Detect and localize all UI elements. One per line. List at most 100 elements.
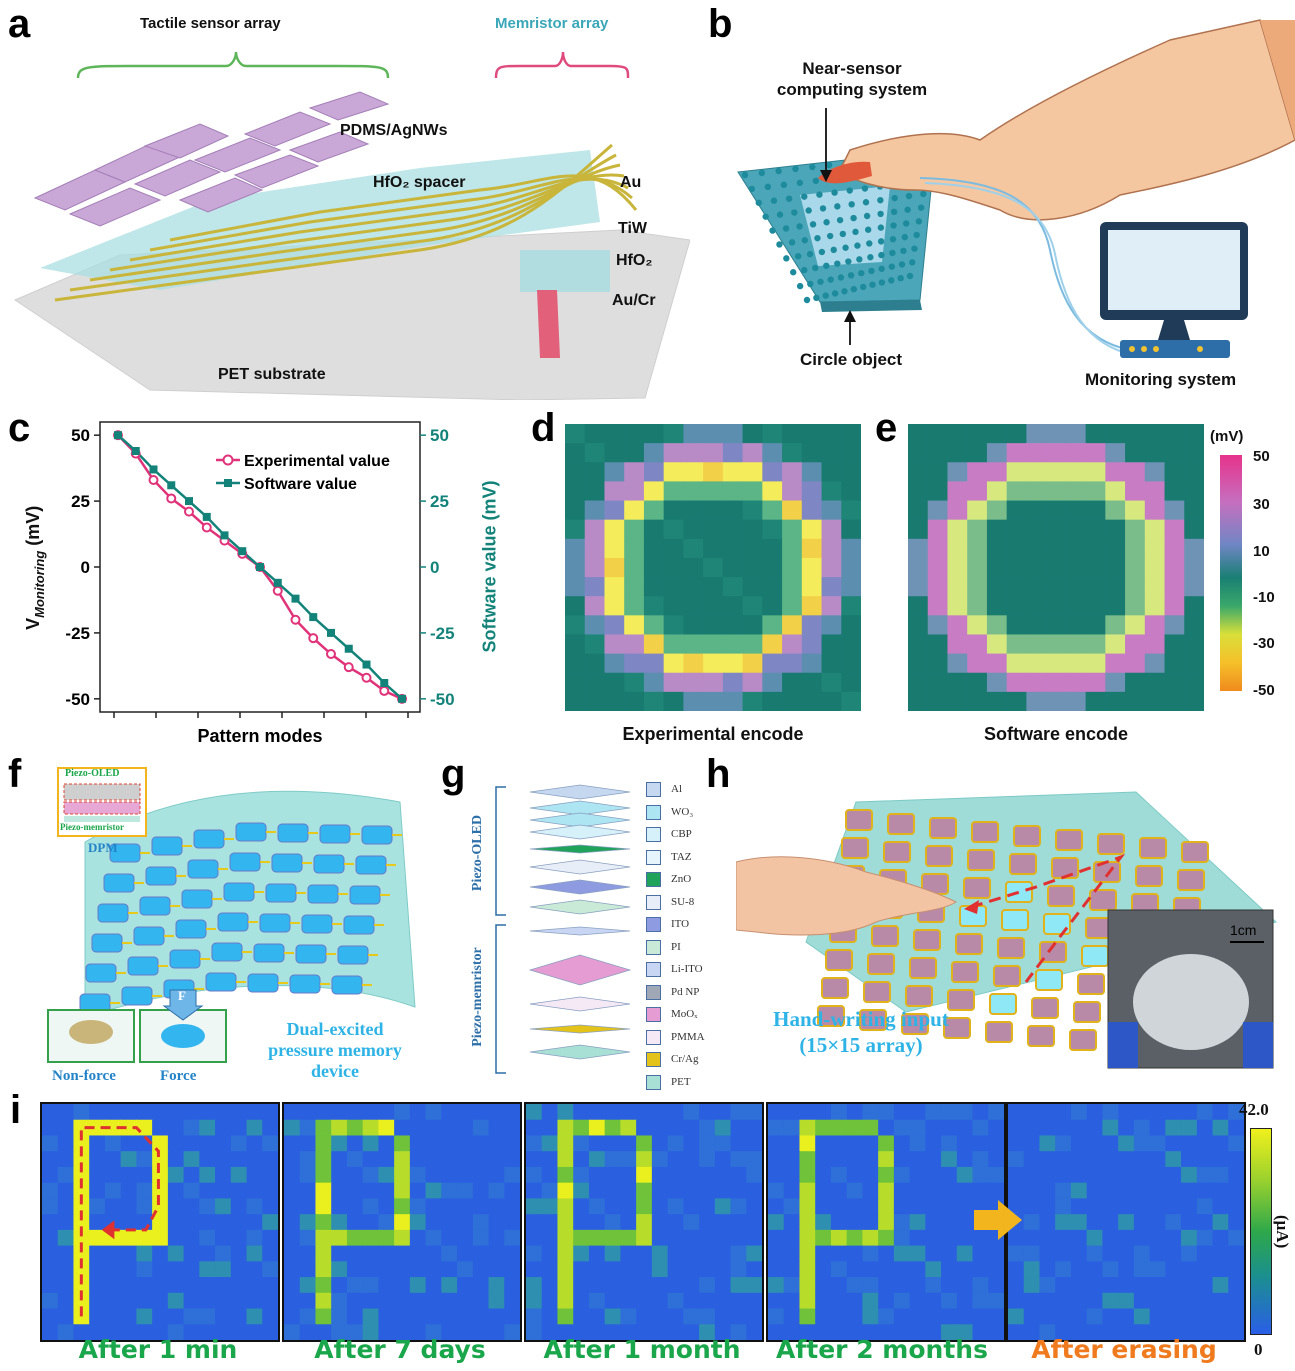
- heatmap-cell: [956, 1104, 974, 1121]
- y2-tick-label: -25: [430, 624, 455, 643]
- heatmap-cell: [1133, 1292, 1151, 1310]
- heatmap-cell: [941, 1292, 958, 1310]
- heatmap-cell: [1055, 1151, 1072, 1168]
- heatmap-cell: [722, 481, 744, 502]
- heatmap-cell: [699, 1292, 716, 1310]
- pillar: [762, 213, 769, 220]
- panel-label-g: g: [441, 752, 466, 796]
- caption-software-encode: Software encode: [983, 724, 1129, 744]
- heatmap-cell: [89, 1324, 106, 1340]
- heatmap-cell: [557, 1198, 574, 1215]
- heatmap-cell: [1085, 500, 1106, 521]
- heatmap-cell: [1196, 1324, 1214, 1340]
- heatmap-cell: [841, 424, 862, 444]
- legend-swatch: [646, 917, 661, 932]
- heatmap-cell: [541, 1135, 558, 1152]
- heatmap-cell: [1165, 1245, 1182, 1262]
- heatmap-cell: [526, 1245, 543, 1262]
- pillar: [864, 226, 872, 233]
- heatmap-cell: [815, 1229, 832, 1247]
- heatmap-cell: [783, 1182, 800, 1199]
- heatmap-cell: [73, 1214, 90, 1231]
- heatmap-cell: [1085, 481, 1106, 502]
- heatmap-cell: [1039, 1119, 1056, 1136]
- heatmap-cell: [573, 1198, 590, 1215]
- heatmap-cell: [472, 1245, 490, 1262]
- pillar: [878, 251, 885, 259]
- heatmap-cell: [604, 1308, 621, 1325]
- dpm-cell: [85, 963, 117, 983]
- heatmap-cell: [986, 462, 1008, 482]
- heatmap-cell: [722, 462, 744, 482]
- heatmap-cell: [699, 1214, 716, 1231]
- heatmap-cell: [604, 424, 625, 444]
- array-cell: [925, 845, 953, 867]
- heatmap-cell: [1102, 1261, 1119, 1278]
- panel-c: 50 50 25 25 0 0 -25 -25 -50 -50 Experimental valu…: [0, 410, 520, 750]
- heatmap-cell: [472, 1229, 490, 1247]
- heatmap-cell: [893, 1245, 911, 1262]
- heatmap-cell: [136, 1214, 153, 1231]
- heatmap-cell: [667, 1261, 684, 1278]
- heatmap-cell: [230, 1198, 248, 1215]
- heatmap-cell: [947, 481, 968, 502]
- heatmap-cell: [73, 1104, 90, 1121]
- heatmap-cell: [167, 1166, 185, 1184]
- heatmap-cell: [246, 1261, 263, 1278]
- colorbar-current-unit: (μA): [1273, 1215, 1292, 1249]
- heatmap-cell: [841, 500, 862, 521]
- heatmap-cell: [908, 672, 929, 693]
- heatmap-cell: [801, 672, 823, 693]
- dpm-device-illustration: [47, 767, 416, 1063]
- heatmap-cell: [862, 1308, 879, 1325]
- heatmap-cell: [1228, 1119, 1244, 1136]
- heatmap-cell: [762, 424, 783, 444]
- heatmap-cell: [925, 1198, 942, 1215]
- heatmap-cell: [663, 538, 684, 559]
- heatmap-cell: [565, 424, 586, 444]
- heatmap-cell: [722, 691, 744, 712]
- heatmap-cell: [584, 615, 605, 635]
- heatmap-software: [908, 424, 1205, 712]
- heatmap-cell: [620, 1198, 637, 1215]
- stack-layer: [529, 1024, 631, 1034]
- heatmap-cell: [909, 1214, 926, 1231]
- panel-h: 1cm Hand-writing input (15×15 array): [735, 762, 1295, 1092]
- heatmap-cell: [1065, 443, 1087, 463]
- heatmap-cell: [909, 1292, 926, 1310]
- array-cell: [883, 841, 911, 863]
- heatmap-cell: [557, 1261, 574, 1278]
- heatmap-cell: [643, 519, 665, 540]
- heatmap-cell: [947, 538, 968, 559]
- heatmap-cell: [1181, 1229, 1198, 1247]
- heatmap-cell: [1164, 443, 1185, 463]
- heatmap-cell: [441, 1292, 458, 1310]
- heatmap-cell: [846, 1198, 863, 1215]
- heatmap-cell: [801, 615, 823, 635]
- dpm-cell: [127, 956, 159, 976]
- heatmap-cell: [57, 1261, 74, 1278]
- heatmap-cell: [183, 1261, 200, 1278]
- heatmap-cell: [215, 1151, 232, 1168]
- heatmap-cell: [488, 1214, 505, 1231]
- heatmap-cell: [588, 1104, 606, 1121]
- pillar: [796, 223, 803, 230]
- heatmap-cell: [1196, 1151, 1214, 1168]
- heatmap-cell: [565, 538, 586, 559]
- heatmap-cell: [1105, 500, 1126, 521]
- heatmap-cell: [663, 653, 684, 674]
- heatmap-cell: [1008, 1119, 1025, 1136]
- heatmap-cell: [941, 1104, 958, 1121]
- heatmap-cell: [262, 1104, 278, 1121]
- panel-a: Tactile sensor array Memristor array PDM…: [0, 0, 691, 401]
- array-cell: [1051, 857, 1079, 879]
- heatmap-cell: [663, 691, 684, 712]
- legend-swatch: [646, 1074, 661, 1090]
- heatmap-cell: [199, 1135, 216, 1152]
- heatmap-cell: [541, 1324, 558, 1340]
- force-device: [161, 1024, 205, 1048]
- pillar: [889, 236, 897, 243]
- array-cell: [887, 813, 915, 835]
- heatmap-cell: [683, 1261, 700, 1278]
- heatmap-cell: [746, 1261, 762, 1278]
